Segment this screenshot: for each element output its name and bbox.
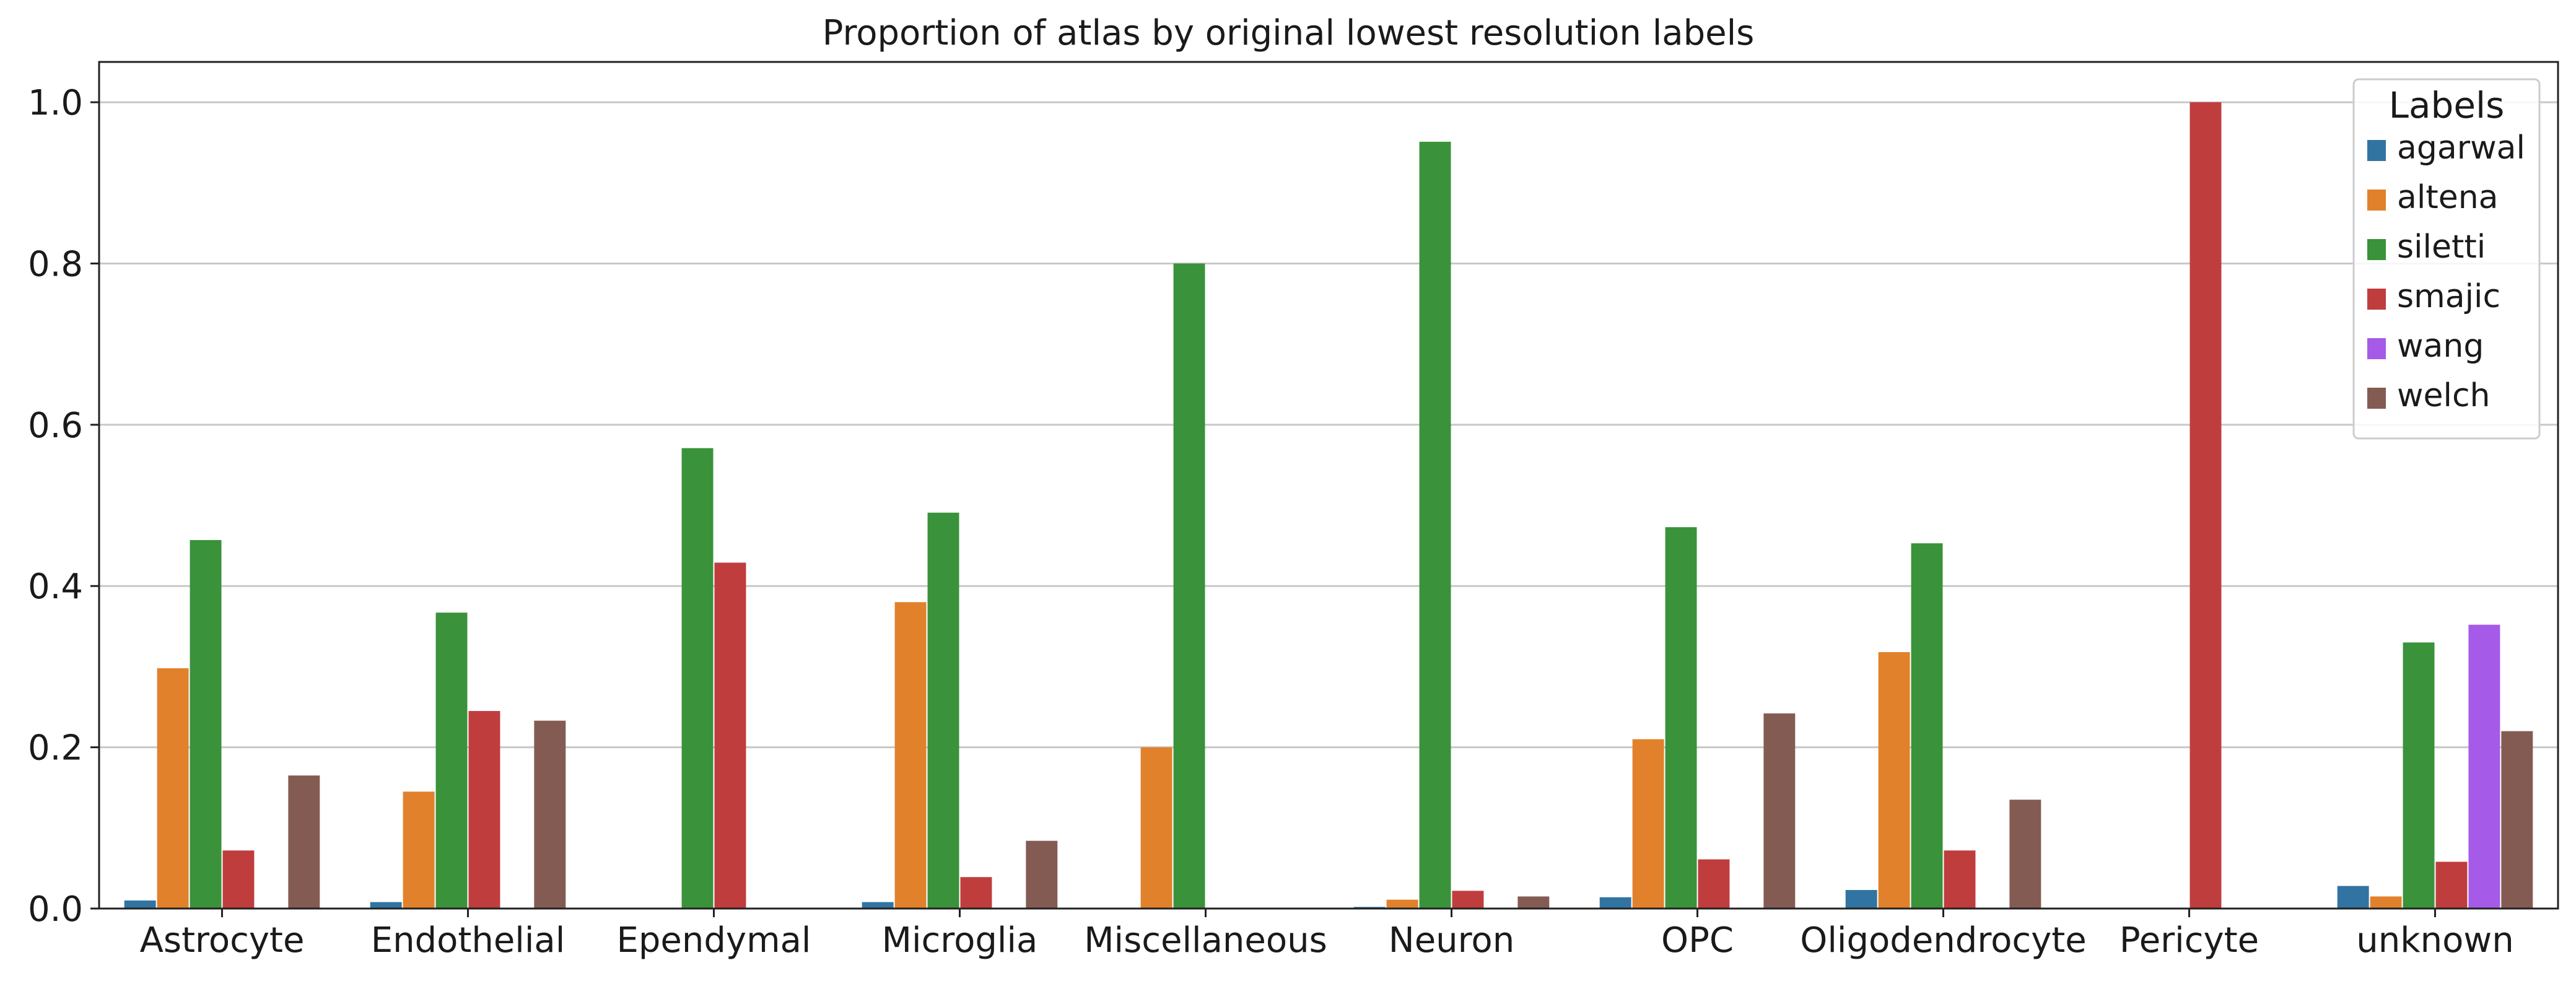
x-tick-label: Pericyte	[2120, 920, 2259, 961]
plot-frame	[98, 61, 2559, 910]
bar-endothelial-agarwal	[370, 902, 402, 909]
bar-oligodendrocyte-altena	[1878, 652, 1910, 909]
y-tick-label: 0.8	[28, 244, 83, 284]
bar-ependymal-siletti	[681, 448, 714, 909]
bar-unknown-smajic	[2435, 861, 2468, 909]
bar-oligodendrocyte-agarwal	[1845, 890, 1877, 909]
legend-swatch-welch	[2367, 388, 2386, 409]
bar-opc-agarwal	[1599, 897, 1631, 909]
x-tick-label: Endothelial	[371, 920, 565, 961]
y-tick-label: 0.0	[28, 889, 83, 930]
legend-swatch-wang	[2367, 338, 2386, 359]
bar-endothelial-welch	[534, 720, 566, 909]
bar-microglia-altena	[894, 602, 927, 909]
bar-unknown-siletti	[2403, 642, 2435, 909]
bar-endothelial-siletti	[435, 613, 468, 909]
bar-miscellaneous-siletti	[1173, 263, 1205, 909]
bar-endothelial-smajic	[468, 711, 500, 909]
legend-label-welch: welch	[2397, 377, 2491, 414]
chart-title: Proportion of atlas by original lowest r…	[823, 13, 1755, 53]
y-tick-label: 0.2	[28, 728, 83, 769]
bar-microglia-smajic	[960, 877, 992, 909]
bar-neuron-smajic	[1452, 891, 1484, 909]
bar-opc-welch	[1763, 713, 1796, 909]
bar-unknown-agarwal	[2337, 886, 2369, 909]
bar-opc-siletti	[1665, 527, 1697, 909]
y-tick-label: 0.6	[28, 406, 83, 446]
legend-swatch-smajic	[2367, 289, 2386, 310]
bar-miscellaneous-altena	[1140, 747, 1172, 909]
bar-neuron-welch	[1517, 896, 1550, 909]
x-tick-label: Oligodendrocyte	[1800, 920, 2086, 961]
y-tick-label: 1.0	[28, 83, 83, 123]
bar-opc-smajic	[1698, 859, 1730, 909]
legend-title: Labels	[2389, 84, 2505, 126]
x-tick-label: OPC	[1661, 920, 1734, 961]
x-tick-label: Ependymal	[617, 920, 811, 961]
bar-unknown-welch	[2501, 731, 2533, 909]
bar-neuron-siletti	[1419, 141, 1451, 909]
legend-label-smajic: smajic	[2397, 278, 2500, 315]
x-tick-label: unknown	[2356, 920, 2513, 961]
bar-oligodendrocyte-welch	[2009, 800, 2041, 909]
bar-astrocyte-agarwal	[124, 900, 156, 909]
legend-label-wang: wang	[2397, 328, 2484, 365]
bar-astrocyte-smajic	[222, 850, 255, 909]
x-tick-label: Astrocyte	[140, 920, 305, 961]
bar-microglia-welch	[1026, 840, 1058, 909]
legend-box	[2352, 78, 2541, 440]
x-tick-label: Microglia	[882, 920, 1038, 961]
legend-label-siletti: siletti	[2397, 229, 2486, 266]
legend-swatch-siletti	[2367, 239, 2386, 260]
bars	[124, 102, 2533, 909]
bar-microglia-siletti	[927, 512, 959, 909]
y-tick-label: 0.4	[28, 567, 83, 607]
bar-pericyte-smajic	[2190, 102, 2222, 909]
bar-astrocyte-altena	[157, 668, 189, 909]
legend-swatch-agarwal	[2367, 140, 2386, 161]
legend-label-agarwal: agarwal	[2397, 129, 2525, 167]
bar-astrocyte-siletti	[190, 540, 222, 909]
bar-unknown-altena	[2370, 896, 2402, 909]
bar-astrocyte-welch	[288, 775, 320, 909]
bar-unknown-wang	[2468, 624, 2500, 909]
bar-oligodendrocyte-siletti	[1911, 543, 1943, 909]
bar-ependymal-smajic	[714, 562, 746, 909]
legend-swatch-altena	[2367, 190, 2386, 211]
legend-label-altena: altena	[2397, 179, 2499, 216]
x-tick-label: Miscellaneous	[1084, 920, 1327, 961]
bar-endothelial-altena	[403, 791, 435, 909]
bar-microglia-agarwal	[862, 902, 894, 909]
x-tick-label: Neuron	[1389, 920, 1514, 961]
gridlines	[99, 101, 2558, 910]
bar-neuron-altena	[1386, 899, 1418, 909]
bar-opc-altena	[1632, 739, 1664, 909]
bar-oligodendrocyte-smajic	[1944, 850, 1976, 909]
axes: 0.0 0.2 0.4 0.6 0.8 1.0 Astrocyte Endothelial Ep…	[28, 61, 2559, 961]
